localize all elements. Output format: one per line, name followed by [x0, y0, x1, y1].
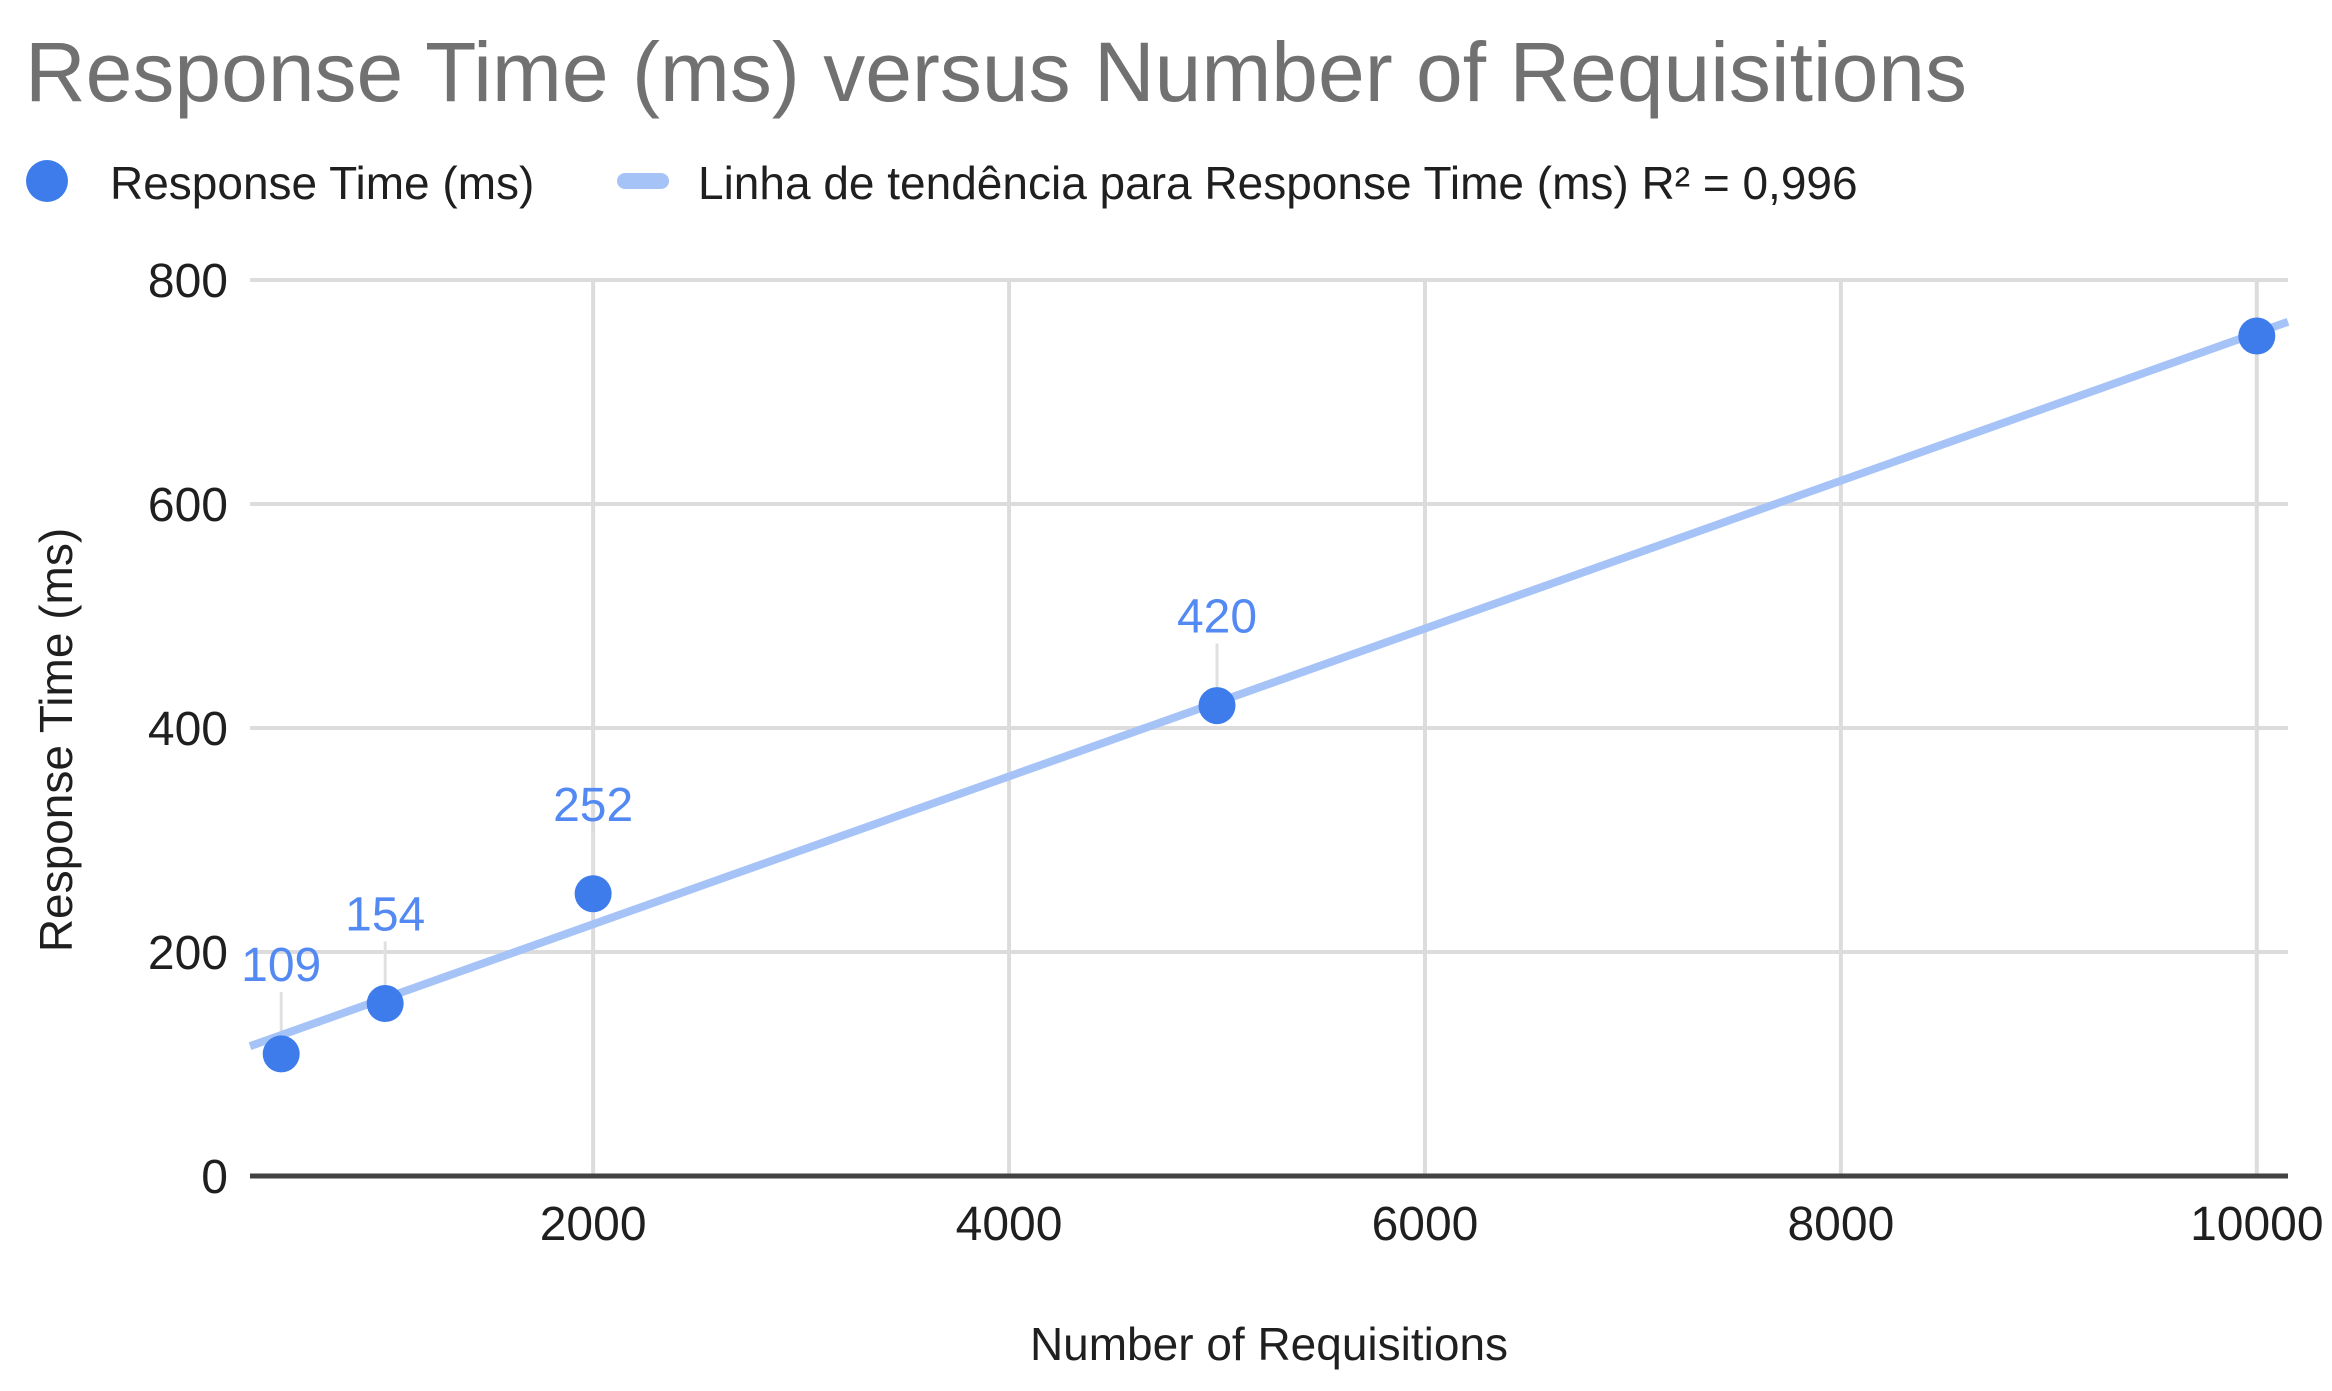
data-point-label: 109 — [241, 939, 321, 992]
y-tick-label: 0 — [201, 1151, 228, 1204]
y-axis-title: Response Time (ms) — [30, 528, 82, 952]
data-point-label: 252 — [553, 779, 633, 832]
data-point — [262, 1035, 300, 1073]
y-tick-label: 200 — [148, 927, 228, 980]
x-axis-title: Number of Requisitions — [1030, 1318, 1508, 1370]
trendline — [248, 318, 2290, 1050]
y-tick-label: 800 — [148, 255, 228, 308]
y-tick-label: 400 — [148, 703, 228, 756]
x-tick-label: 4000 — [956, 1198, 1063, 1251]
legend: Response Time (ms) Linha de tendência pa… — [0, 148, 2332, 218]
data-point — [2238, 317, 2276, 355]
legend-series-label: Response Time (ms) — [110, 157, 535, 209]
x-tick-label: 2000 — [540, 1198, 647, 1251]
y-tick-label: 600 — [148, 479, 228, 532]
data-point-label: 154 — [345, 889, 425, 942]
data-point — [1198, 687, 1236, 725]
data-point — [366, 985, 404, 1023]
legend-trendline-marker-icon — [617, 173, 669, 189]
data-point-label: 420 — [1177, 591, 1257, 644]
x-tick-label: 6000 — [1372, 1198, 1479, 1251]
data-point — [574, 875, 612, 913]
legend-series-marker-icon — [26, 160, 68, 202]
x-tick-label: 10000 — [2190, 1198, 2323, 1251]
x-tick-label: 8000 — [1787, 1198, 1894, 1251]
chart-title: Response Time (ms) versus Number of Requ… — [25, 25, 1968, 119]
legend-trendline-label: Linha de tendência para Response Time (m… — [698, 157, 1858, 209]
